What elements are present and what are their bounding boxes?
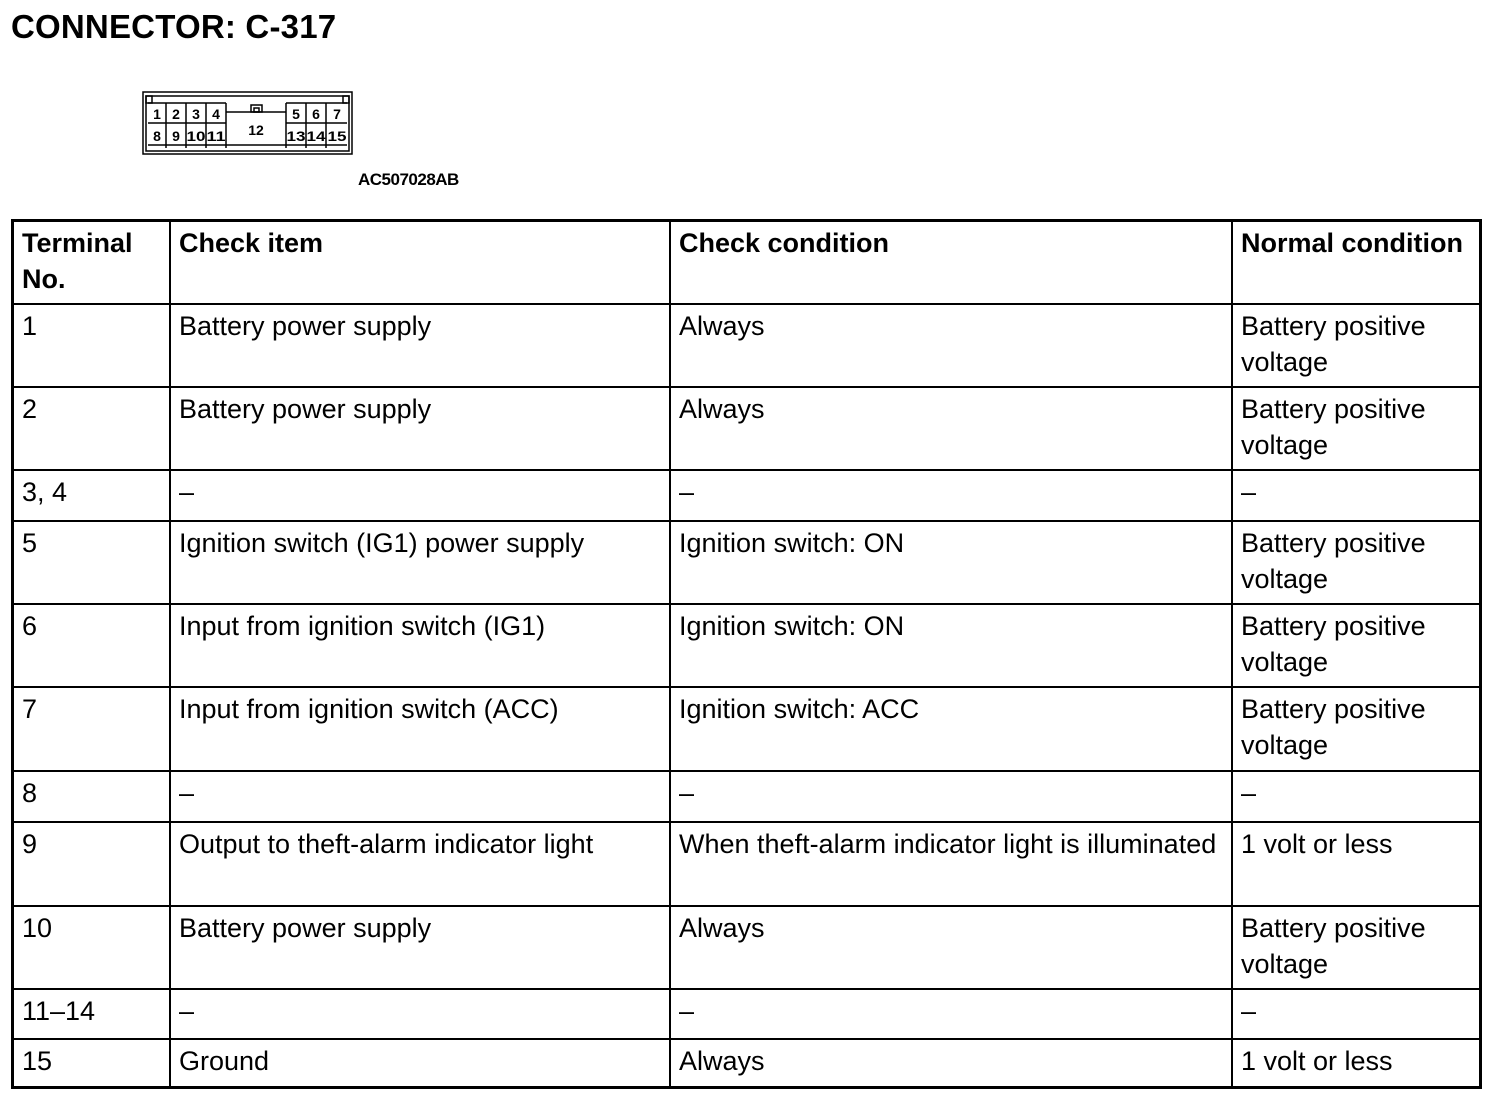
pin-label: 9 bbox=[172, 128, 180, 144]
cell-normal-condition: Battery positive voltage bbox=[1231, 302, 1482, 388]
table-row: 8– – – bbox=[11, 769, 1482, 823]
cell-terminal-no: 6 bbox=[11, 602, 171, 688]
cell-normal-condition: Battery positive voltage bbox=[1231, 904, 1482, 990]
cell-check-condition: Ignition switch: ACC bbox=[669, 685, 1233, 772]
figure-code: AC507028AB bbox=[358, 170, 459, 189]
cell-check-condition: Always bbox=[669, 385, 1233, 471]
cell-check-item: Ignition switch (IG1) power supply bbox=[169, 519, 671, 605]
cell-check-item: Output to theft-alarm indicator light bbox=[169, 820, 671, 907]
cell-normal-condition: 1 volt or less bbox=[1231, 1037, 1482, 1089]
table-row: 2 Battery power supply Always Battery posit… bbox=[11, 385, 1482, 471]
cell-check-condition: Ignition switch: ON bbox=[669, 602, 1233, 688]
cell-check-condition: Always bbox=[669, 302, 1233, 388]
cell-check-item: Battery power supply bbox=[169, 904, 671, 990]
cell-normal-condition: – bbox=[1231, 468, 1482, 522]
pin-label: 10 bbox=[187, 128, 206, 144]
cell-terminal-no: 15 bbox=[11, 1037, 171, 1089]
header-terminal-no: Terminal No. bbox=[11, 219, 171, 305]
cell-terminal-no: 11–14 bbox=[11, 987, 171, 1040]
pin-label: 4 bbox=[212, 106, 220, 122]
pin-label: 6 bbox=[312, 106, 320, 122]
pin-label: 13 bbox=[287, 128, 306, 144]
cell-check-condition: – bbox=[669, 769, 1233, 823]
cell-check-condition: Always bbox=[669, 904, 1233, 990]
header-normal-condition: Normal condition bbox=[1231, 219, 1482, 305]
connector-diagram: 1 2 3 4 5 6 7 8 9 10 11 12 13 14 15 bbox=[142, 91, 353, 155]
cell-check-item: Input from ignition switch (ACC) bbox=[169, 685, 671, 772]
pin-label: 3 bbox=[192, 106, 200, 122]
cell-terminal-no: 1 bbox=[11, 302, 171, 388]
cell-terminal-no: 8 bbox=[11, 769, 171, 823]
cell-normal-condition: Battery positive voltage bbox=[1231, 602, 1482, 688]
cell-terminal-no: 2 bbox=[11, 385, 171, 471]
cell-terminal-no: 5 bbox=[11, 519, 171, 605]
cell-check-item: Ground bbox=[169, 1037, 671, 1089]
pin-label: 14 bbox=[307, 128, 326, 144]
cell-terminal-no: 7 bbox=[11, 685, 171, 772]
cell-terminal-no: 9 bbox=[11, 820, 171, 907]
table-row: 1 Battery power supply Always Battery posit… bbox=[11, 302, 1482, 388]
cell-check-item: Input from ignition switch (IG1) bbox=[169, 602, 671, 688]
pin-label: 2 bbox=[172, 106, 180, 122]
cell-normal-condition: – bbox=[1231, 987, 1482, 1040]
cell-check-condition: Ignition switch: ON bbox=[669, 519, 1233, 605]
table-row: 5 Ignition switch (IG1) power supply Ignit… bbox=[11, 519, 1482, 605]
pin-label: 12 bbox=[248, 122, 264, 138]
table-header-row: Terminal No. Check item Check condition … bbox=[11, 219, 1482, 305]
cell-normal-condition: Battery positive voltage bbox=[1231, 519, 1482, 605]
cell-check-item: Battery power supply bbox=[169, 302, 671, 388]
cell-check-condition: When theft-alarm indicator light is illu… bbox=[669, 820, 1233, 907]
table-row: 9 Output to theft-alarm indicator light Wh… bbox=[11, 820, 1482, 907]
header-check-item: Check item bbox=[169, 219, 671, 305]
cell-normal-condition: – bbox=[1231, 769, 1482, 823]
cell-check-condition: – bbox=[669, 987, 1233, 1040]
table-row: 10 Battery power supply Always Battery posi… bbox=[11, 904, 1482, 990]
table-row: 11–14– – – bbox=[11, 987, 1482, 1040]
pin-label: 7 bbox=[333, 106, 341, 122]
cell-normal-condition: 1 volt or less bbox=[1231, 820, 1482, 907]
cell-normal-condition: Battery positive voltage bbox=[1231, 385, 1482, 471]
cell-terminal-no: 3, 4 bbox=[11, 468, 171, 522]
cell-check-item: Battery power supply bbox=[169, 385, 671, 471]
pin-label: 5 bbox=[292, 106, 300, 122]
cell-check-item: – bbox=[169, 987, 671, 1040]
table-row: 7 Input from ignition switch (ACC) Ignitio… bbox=[11, 685, 1482, 772]
header-check-condition: Check condition bbox=[669, 219, 1233, 305]
pin-label: 15 bbox=[328, 128, 347, 144]
pin-label: 1 bbox=[153, 106, 161, 122]
cell-check-item: – bbox=[169, 468, 671, 522]
cell-check-condition: Always bbox=[669, 1037, 1233, 1089]
table-row: 3, 4– – – bbox=[11, 468, 1482, 522]
terminal-check-table: Terminal No. Check item Check condition … bbox=[11, 219, 1482, 1089]
pin-label: 8 bbox=[153, 128, 161, 144]
page-title: CONNECTOR: C-317 bbox=[11, 8, 337, 45]
cell-normal-condition: Battery positive voltage bbox=[1231, 685, 1482, 772]
cell-check-item: – bbox=[169, 769, 671, 823]
table-row: 15 Ground Always 1 volt or less bbox=[11, 1037, 1482, 1089]
table-row: 6 Input from ignition switch (IG1) Ignitio… bbox=[11, 602, 1482, 688]
cell-terminal-no: 10 bbox=[11, 904, 171, 990]
cell-check-condition: – bbox=[669, 468, 1233, 522]
pin-label: 11 bbox=[207, 128, 226, 144]
